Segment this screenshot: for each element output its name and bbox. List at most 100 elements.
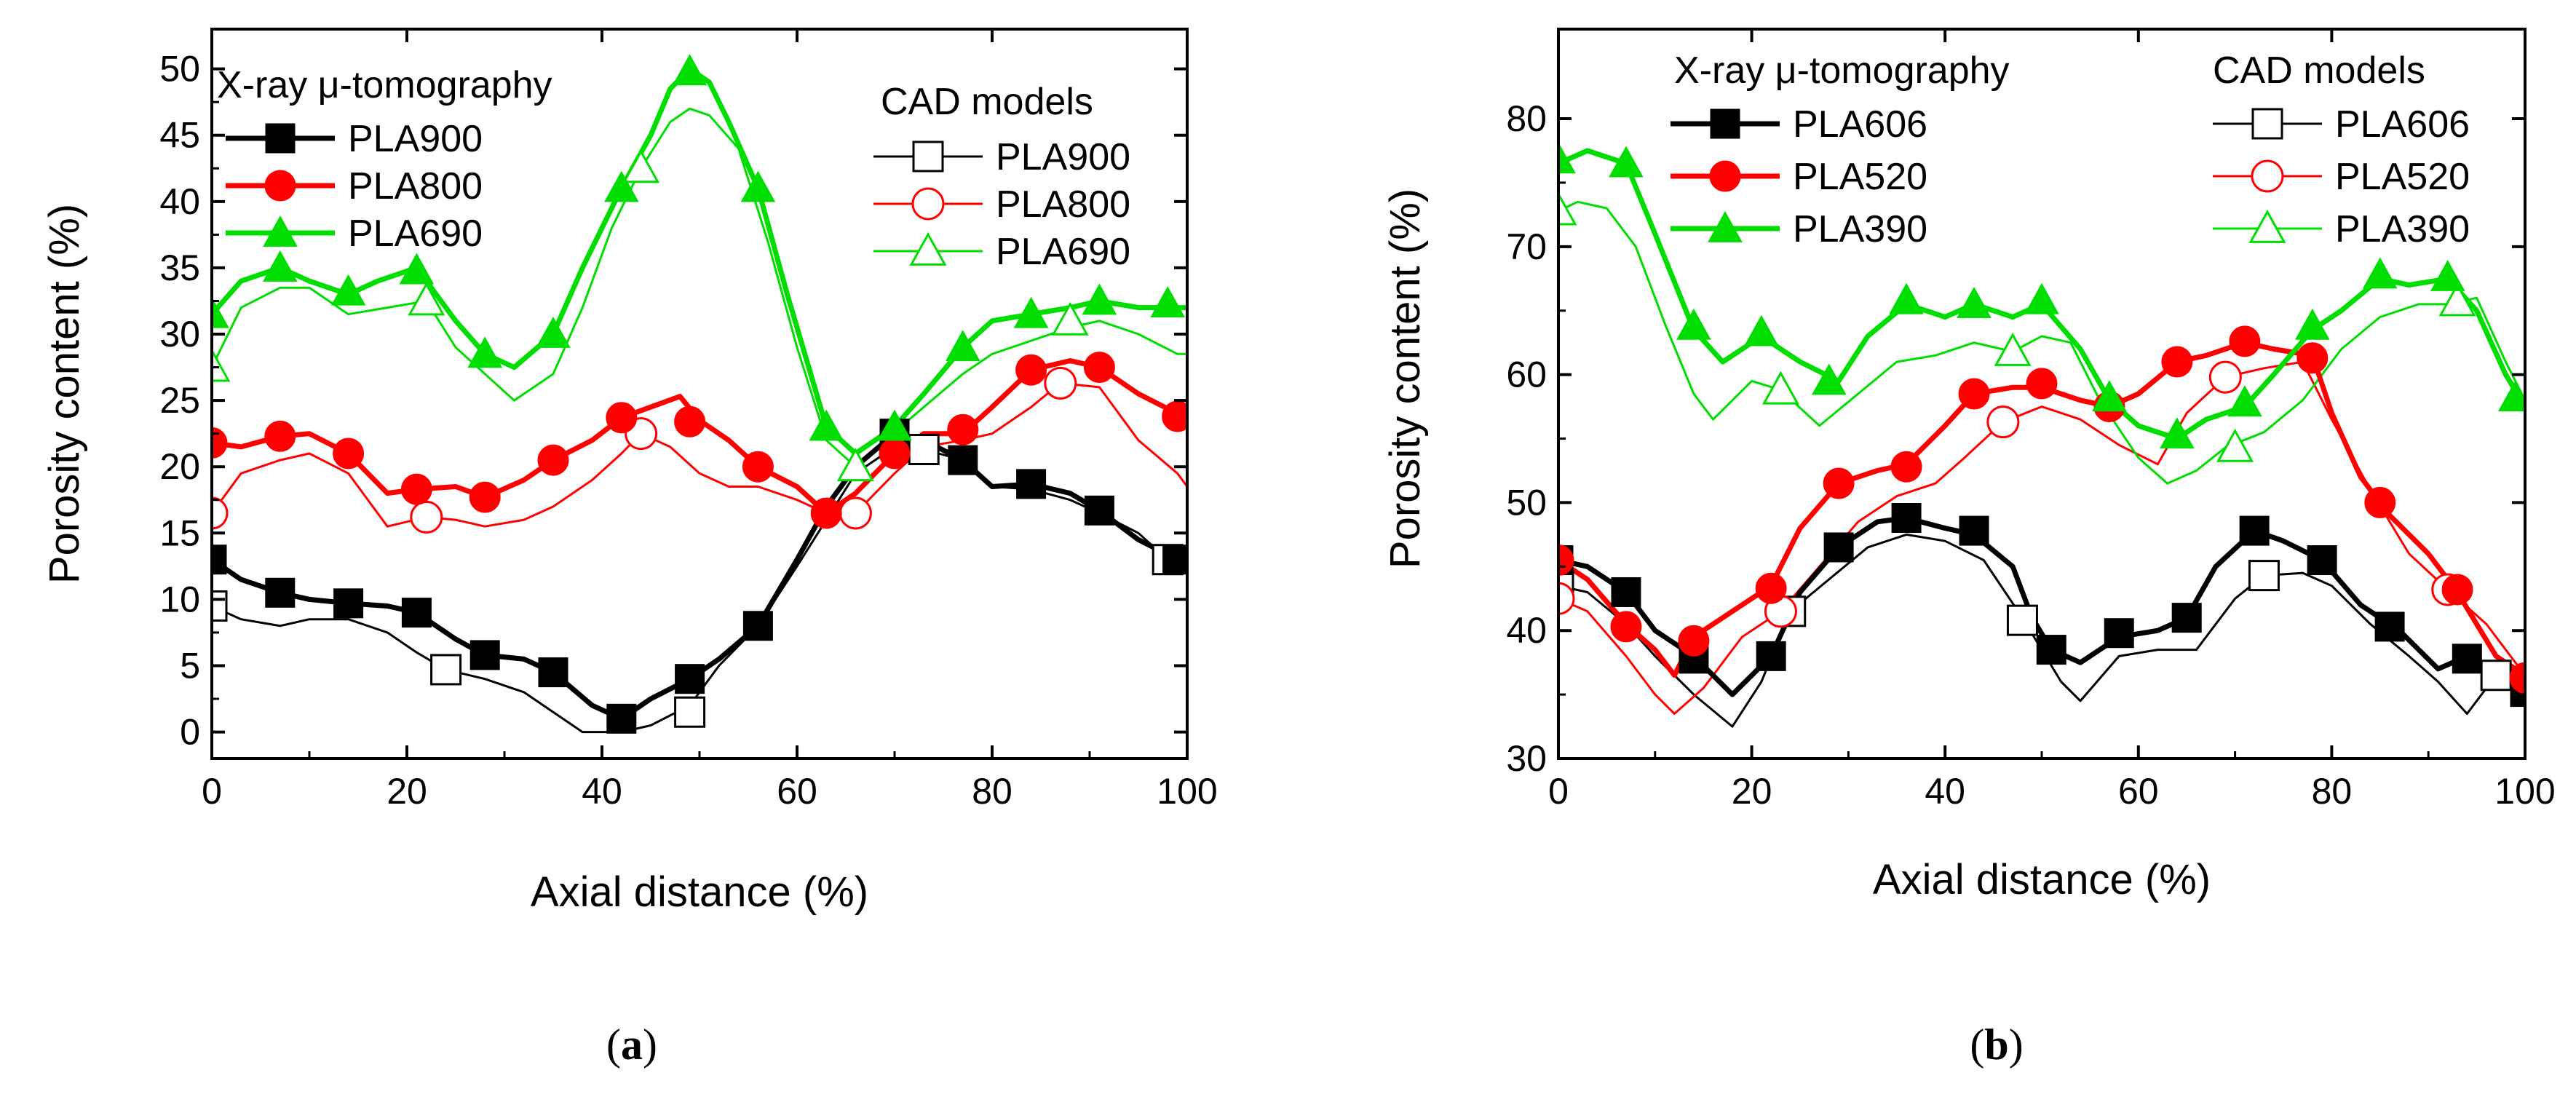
data-point-b-xray-pla606-10 (2239, 515, 2270, 546)
data-point-a-cad-pla690-4 (1051, 301, 1089, 336)
legend-entry-a-cad-pla900: PLA900 (873, 136, 1130, 178)
data-point-a-cad-pla690-3 (836, 448, 874, 482)
data-point-b-xray-pla390-10 (2227, 385, 2262, 417)
data-point-b-xray-pla520-7 (2026, 368, 2058, 400)
data-point-a-xray-pla900-4 (469, 640, 500, 670)
data-point-a-xray-pla800-4 (469, 481, 501, 513)
data-point-b-xray-pla606-12 (2374, 611, 2405, 642)
data-point-a-xray-pla690-10 (877, 409, 912, 441)
data-point-a-cad-pla900-1 (430, 654, 462, 686)
data-point-b-xray-pla520-14 (2509, 662, 2525, 694)
data-point-b-cad-pla606-4 (2480, 660, 2512, 692)
data-point-b-xray-pla520-10 (2229, 325, 2261, 357)
legend-marker-a-xray-pla900 (265, 123, 296, 154)
legend-marker-a-cad-pla900 (912, 140, 944, 173)
data-point-a-xray-pla900-2 (333, 588, 364, 619)
legend-label-a-cad-pla900: PLA900 (996, 136, 1130, 178)
data-point-b-xray-pla390-13 (2430, 260, 2465, 291)
data-point-b-xray-pla390-6 (1957, 286, 1992, 318)
x-axis-title-a: Axial distance (%) (531, 868, 868, 916)
data-point-b-xray-pla606-7 (2036, 635, 2066, 665)
data-point-b-xray-pla606-11 (2307, 545, 2337, 576)
data-point-a-xray-pla800-2 (333, 437, 365, 470)
legend-label-a-xray-pla690: PLA690 (348, 213, 483, 255)
data-point-b-xray-pla390-7 (2024, 282, 2059, 314)
series-line-a-cad-pla800 (212, 381, 1187, 528)
data-point-a-xray-pla900-1 (265, 577, 296, 608)
legend-label-a-xray-pla900: PLA900 (348, 118, 483, 160)
data-point-a-cad-pla690-1 (408, 282, 445, 316)
legend-entry-b-xray-pla520: PLA520 (1671, 156, 1927, 198)
data-point-b-xray-pla520-12 (2364, 486, 2396, 518)
caption-b-letter: b (1984, 1021, 2008, 1069)
data-point-a-xray-pla690-4 (467, 336, 503, 368)
data-point-a-xray-pla800-5 (537, 444, 569, 476)
legend-label-b-cad-pla606: PLA606 (2335, 103, 2470, 146)
series-clip-b (1558, 142, 2525, 728)
data-point-a-cad-pla900-3 (908, 434, 940, 466)
y-tick-label-b-30: 30 (1506, 738, 1547, 779)
legend-marker-a-cad-pla690 (909, 231, 947, 266)
x-axis-title-b: Axial distance (%) (1873, 856, 2211, 903)
legend-label-a-cad-pla690: PLA690 (996, 231, 1130, 273)
data-point-a-xray-pla690-5 (536, 316, 571, 348)
data-point-a-xray-pla690-2 (330, 274, 366, 306)
data-point-b-xray-pla606-9 (2171, 603, 2202, 633)
data-point-b-xray-pla520-0 (1558, 544, 1574, 577)
data-point-a-cad-pla800-4 (1044, 366, 1077, 400)
data-point-b-xray-pla606-3 (1756, 641, 1786, 671)
data-point-b-cad-pla606-3 (2248, 560, 2280, 592)
data-point-b-xray-pla520-6 (1958, 378, 1990, 410)
data-point-a-xray-pla900-13 (1162, 544, 1187, 575)
data-point-a-xray-pla690-0 (212, 296, 229, 328)
y-tick-label-b-60: 60 (1506, 355, 1547, 395)
data-point-b-xray-pla390-2 (1676, 308, 1711, 340)
legend-marker-a-xray-pla690 (263, 215, 298, 247)
x-tick-label-b-40: 40 (1925, 771, 1965, 812)
legend-marker-b-cad-pla520 (2251, 159, 2284, 193)
legend-entry-b-xray-pla606: PLA606 (1671, 103, 1927, 146)
series-line-a-cad-pla690 (212, 107, 1187, 468)
y-tick-label-a-35: 35 (159, 247, 200, 288)
data-point-b-cad-pla520-0 (1558, 582, 1575, 615)
data-point-a-xray-pla690-1 (262, 250, 298, 282)
data-point-a-xray-pla690-7 (672, 54, 708, 86)
data-point-a-xray-pla800-12 (1015, 354, 1047, 386)
data-point-a-cad-pla690-0 (212, 348, 231, 382)
data-point-b-xray-pla520-9 (2161, 346, 2193, 378)
legend-label-a-xray-pla800: PLA800 (348, 165, 483, 207)
data-point-a-xray-pla900-7 (675, 664, 705, 694)
data-point-a-xray-pla690-13 (1082, 283, 1117, 315)
data-point-b-xray-pla606-4 (1823, 532, 1854, 563)
legend-entry-b-cad-pla520: PLA520 (2213, 156, 2470, 198)
data-point-b-cad-pla390-4 (2438, 282, 2476, 317)
data-point-a-xray-pla800-6 (606, 402, 638, 434)
data-point-b-xray-pla606-8 (2104, 618, 2134, 649)
data-point-a-cad-pla690-2 (622, 149, 660, 183)
y-axis-title-a: Porosity content (%) (41, 204, 88, 584)
data-point-b-cad-pla390-0 (1558, 191, 1577, 226)
legend-b-title-right: CAD models (2213, 49, 2425, 92)
data-point-b-xray-pla520-4 (1823, 467, 1855, 499)
data-point-a-cad-pla800-0 (212, 496, 229, 530)
data-point-a-xray-pla900-12 (1084, 495, 1114, 526)
legend-entry-b-cad-pla606: PLA606 (2213, 103, 2470, 146)
legend-entry-a-xray-pla900: PLA900 (226, 118, 483, 160)
data-point-a-xray-pla690-8 (740, 170, 776, 202)
data-point-b-cad-pla520-3 (2208, 360, 2242, 394)
caption-a-close: ) (643, 1021, 657, 1069)
legend-marker-b-xray-pla520 (1709, 160, 1741, 192)
data-point-b-cad-pla520-2 (1986, 405, 2020, 439)
legend-marker-b-cad-pla390 (2248, 209, 2286, 243)
data-point-a-xray-pla800-10 (879, 437, 911, 470)
data-point-b-xray-pla390-0 (1558, 142, 1576, 174)
legend-marker-b-xray-pla390 (1708, 210, 1743, 242)
legend-entry-b-xray-pla390: PLA390 (1671, 208, 1927, 250)
data-point-b-xray-pla390-8 (2092, 380, 2127, 412)
data-point-a-xray-pla690-3 (399, 253, 435, 285)
x-tick-label-a-0: 0 (202, 771, 222, 812)
data-point-a-cad-pla900-2 (674, 696, 706, 728)
legend-label-a-cad-pla800: PLA800 (996, 183, 1130, 226)
y-tick-label-a-15: 15 (159, 512, 200, 553)
